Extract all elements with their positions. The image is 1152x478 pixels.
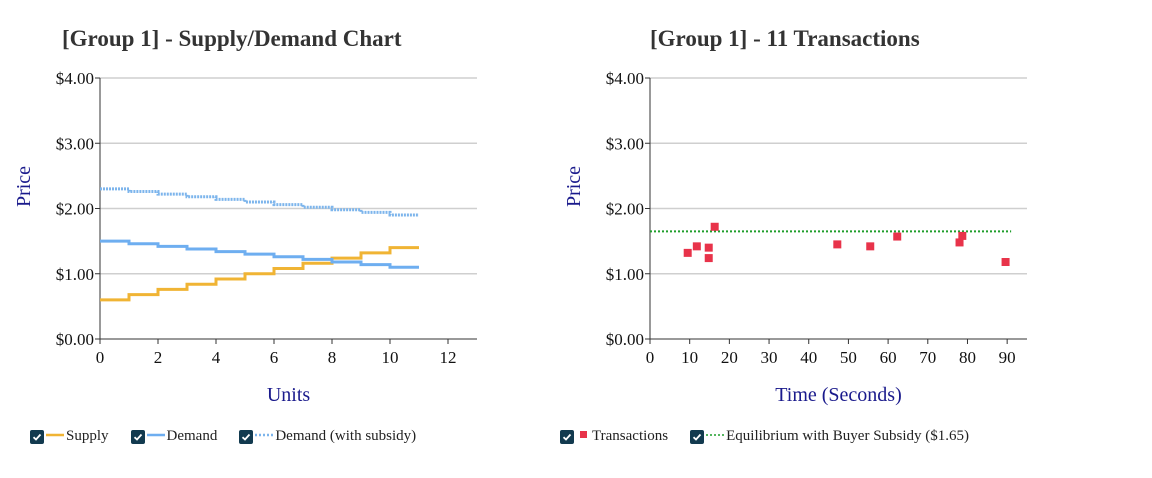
y-tick-label: $4.00 bbox=[606, 69, 644, 88]
y-tick-label: $1.00 bbox=[56, 265, 94, 284]
legend-item-supply[interactable]: Supply bbox=[30, 428, 109, 445]
transactions-plot: $0.00 $1.00 $2.00 $3.00 $4.00 0 10 20 30 40 50 60 70… bbox=[563, 69, 1027, 406]
y-axis-label: Price bbox=[563, 166, 585, 207]
transaction-point bbox=[866, 242, 875, 251]
y-tick-label: $2.00 bbox=[606, 200, 644, 219]
x-tick-label: 70 bbox=[919, 348, 936, 367]
transaction-point bbox=[710, 222, 719, 231]
line-icon bbox=[46, 428, 64, 445]
legend-item-equilibrium-with-buyer-subsidy-1-65[interactable]: Equilibrium with Buyer Subsidy ($1.65) bbox=[690, 428, 969, 445]
transaction-point bbox=[833, 240, 842, 249]
legend-item-transactions[interactable]: Transactions bbox=[560, 428, 668, 445]
square-marker-icon bbox=[576, 428, 590, 445]
x-tick-label: 10 bbox=[681, 348, 698, 367]
x-tick-label: 60 bbox=[880, 348, 897, 367]
supply-demand-plot: $0.00 $1.00 $2.00 $3.00 $4.00 0 2 4 6 8 10 12 Units P… bbox=[13, 69, 477, 406]
checkbox[interactable] bbox=[130, 429, 145, 444]
legend-item-demand-with-subsidy[interactable]: Demand (with subsidy) bbox=[239, 428, 416, 445]
checkbox[interactable] bbox=[690, 429, 705, 444]
legend-label: Demand bbox=[166, 428, 218, 444]
y-tick-label: $4.00 bbox=[56, 69, 94, 88]
dotted-line-icon bbox=[706, 428, 725, 445]
legend-item-demand[interactable]: Demand bbox=[130, 428, 218, 445]
checkmark-icon bbox=[562, 433, 572, 441]
x-tick-label: 0 bbox=[96, 348, 105, 367]
chart-title: [Group 1] - 11 Transactions bbox=[650, 26, 920, 51]
y-tick-label: $0.00 bbox=[56, 330, 94, 349]
x-tick-label: 2 bbox=[154, 348, 163, 367]
y-tick-label: $1.00 bbox=[606, 265, 644, 284]
checkmark-icon bbox=[32, 433, 42, 441]
y-axis-label: Price bbox=[13, 166, 35, 207]
x-tick-label: 80 bbox=[959, 348, 976, 367]
legend-label: Demand (with subsidy) bbox=[275, 428, 417, 444]
checkbox[interactable] bbox=[560, 429, 574, 444]
checkmark-icon bbox=[133, 433, 142, 441]
transaction-point bbox=[683, 248, 692, 257]
legend: Transactions Equilibrium with Buyer Subsi… bbox=[560, 428, 991, 445]
x-tick-label: 50 bbox=[840, 348, 857, 367]
transaction-point bbox=[955, 238, 964, 247]
transactions-chart: [Group 1] - 11 Transactions $0.00 $1.00 $2… bbox=[560, 0, 1152, 478]
legend: Supply Demand Demand (with subsidy) bbox=[30, 428, 438, 445]
checkbox[interactable] bbox=[239, 429, 254, 444]
transaction-point bbox=[704, 243, 713, 252]
legend-label: Transactions bbox=[592, 428, 669, 444]
x-tick-label: 20 bbox=[721, 348, 738, 367]
x-tick-label: 6 bbox=[270, 348, 279, 367]
y-tick-label: $3.00 bbox=[606, 134, 644, 153]
transaction-point bbox=[958, 231, 967, 240]
checkbox[interactable] bbox=[30, 429, 44, 444]
x-tick-label: 12 bbox=[440, 348, 457, 367]
supply-demand-chart: [Group 1] - Supply/Demand Chart $0.00 $1.… bbox=[0, 0, 560, 478]
dotted-line-icon bbox=[255, 428, 274, 445]
checkmark-icon bbox=[242, 433, 251, 441]
x-tick-label: 30 bbox=[761, 348, 778, 367]
legend-label: Supply bbox=[66, 428, 109, 444]
transaction-point bbox=[692, 242, 701, 251]
x-tick-label: 10 bbox=[382, 348, 399, 367]
x-tick-label: 4 bbox=[212, 348, 221, 367]
x-axis-label: Units bbox=[267, 384, 311, 406]
x-tick-label: 0 bbox=[646, 348, 655, 367]
x-axis-label: Time (Seconds) bbox=[775, 384, 901, 406]
supply-line bbox=[100, 246, 419, 302]
transaction-point bbox=[893, 232, 902, 241]
y-tick-label: $2.00 bbox=[56, 200, 94, 219]
y-tick-label: $0.00 bbox=[606, 330, 644, 349]
line-icon bbox=[146, 428, 165, 445]
demand-with-subsidy-line bbox=[100, 187, 419, 217]
x-tick-label: 8 bbox=[328, 348, 337, 367]
x-tick-label: 90 bbox=[999, 348, 1016, 367]
x-tick-label: 40 bbox=[800, 348, 817, 367]
y-tick-label: $3.00 bbox=[56, 134, 94, 153]
legend-label: Equilibrium with Buyer Subsidy ($1.65) bbox=[726, 428, 970, 444]
chart-title: [Group 1] - Supply/Demand Chart bbox=[62, 26, 402, 51]
transaction-point bbox=[704, 254, 713, 263]
demand-line bbox=[100, 239, 419, 269]
transaction-point bbox=[1001, 258, 1010, 267]
checkmark-icon bbox=[693, 433, 702, 441]
